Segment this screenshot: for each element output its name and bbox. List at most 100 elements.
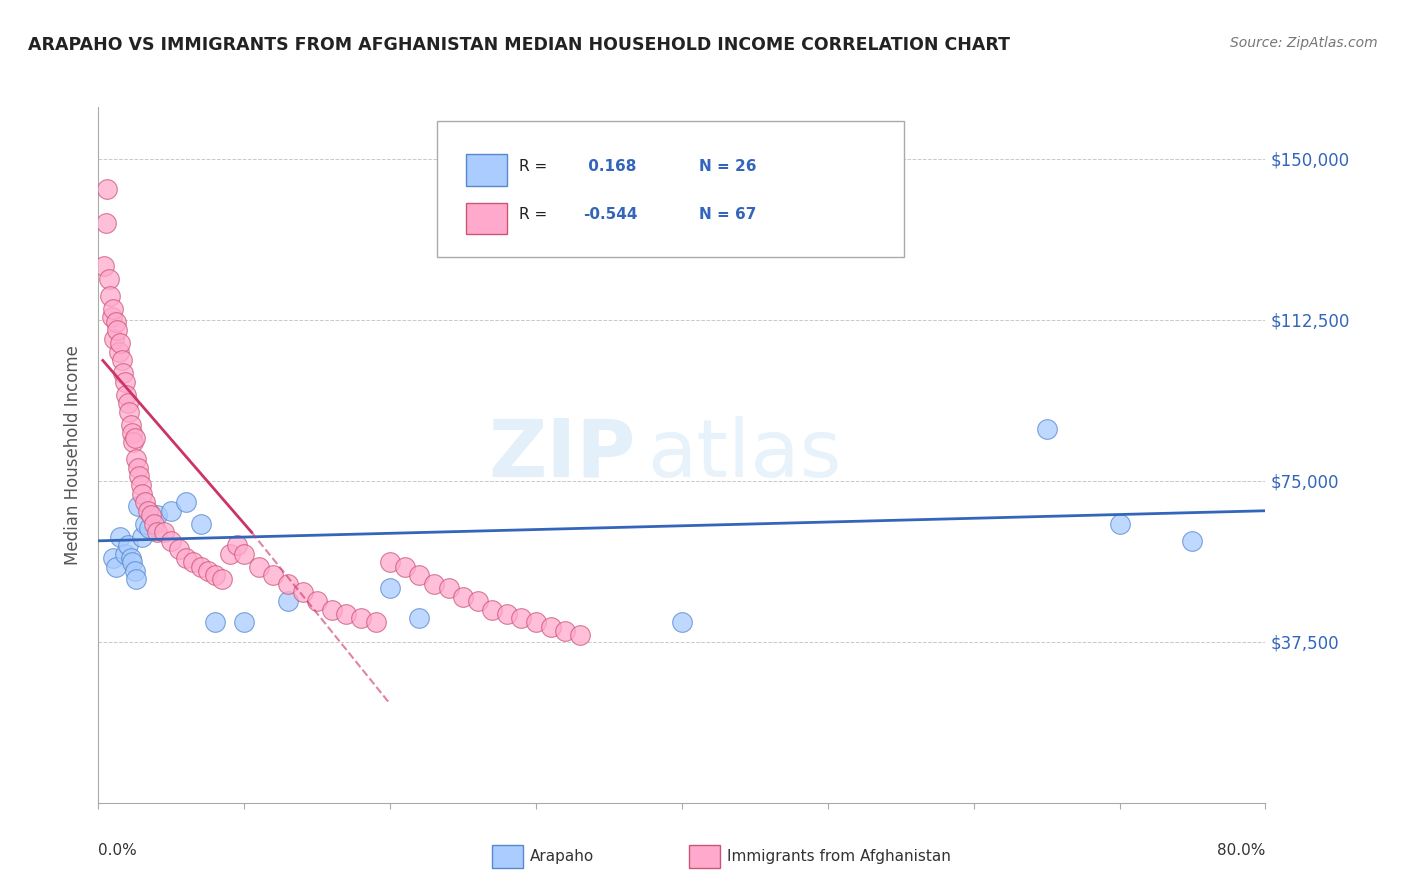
Text: Arapaho: Arapaho	[530, 849, 595, 863]
Bar	[465, 154, 506, 186]
Point	[197, 564, 219, 578]
Text: R =: R =	[519, 207, 551, 222]
Point	[1108, 516, 1130, 531]
Point	[125, 452, 148, 467]
Point	[127, 460, 149, 475]
Point	[291, 585, 314, 599]
Text: atlas: atlas	[647, 416, 841, 494]
Point	[103, 332, 125, 346]
Point	[134, 516, 156, 531]
Point	[112, 367, 135, 381]
Point	[226, 538, 249, 552]
Point	[190, 559, 212, 574]
Point	[121, 426, 143, 441]
Text: -0.544: -0.544	[582, 207, 637, 222]
Point	[118, 405, 141, 419]
Point	[117, 396, 139, 410]
Point	[153, 525, 176, 540]
Point	[120, 417, 142, 432]
Point	[277, 576, 299, 591]
Point	[129, 478, 152, 492]
Point	[364, 615, 387, 630]
Point	[122, 435, 145, 450]
Text: N = 67: N = 67	[699, 207, 756, 222]
Point	[540, 620, 562, 634]
Point	[117, 538, 139, 552]
Text: ARAPAHO VS IMMIGRANTS FROM AFGHANISTAN MEDIAN HOUSEHOLD INCOME CORRELATION CHART: ARAPAHO VS IMMIGRANTS FROM AFGHANISTAN M…	[28, 36, 1010, 54]
Point	[111, 353, 134, 368]
Point	[146, 525, 169, 540]
Point	[100, 310, 122, 325]
Point	[110, 336, 132, 351]
Text: R =: R =	[519, 159, 551, 174]
Text: Source: ZipAtlas.com: Source: ZipAtlas.com	[1230, 36, 1378, 50]
Point	[307, 594, 329, 608]
Point	[97, 272, 120, 286]
Bar	[465, 203, 506, 235]
Point	[481, 602, 503, 616]
Point	[124, 431, 146, 445]
Point	[394, 559, 416, 574]
Point	[96, 181, 118, 195]
Point	[136, 504, 159, 518]
Point	[211, 573, 233, 587]
Point	[467, 594, 489, 608]
Point	[233, 547, 256, 561]
Point	[247, 559, 270, 574]
Point	[121, 555, 143, 569]
Point	[495, 607, 517, 621]
Point	[131, 486, 153, 500]
Point	[1181, 533, 1204, 548]
Point	[437, 581, 460, 595]
Point	[115, 388, 138, 402]
Point	[174, 551, 197, 566]
Point	[423, 576, 446, 591]
Point	[142, 516, 165, 531]
Point	[98, 289, 121, 303]
Point	[125, 573, 148, 587]
Point	[568, 628, 591, 642]
Point	[146, 508, 169, 522]
Point	[1035, 422, 1057, 436]
Point	[114, 375, 136, 389]
Point	[108, 344, 131, 359]
Text: 0.0%: 0.0%	[98, 843, 138, 858]
Point	[181, 555, 204, 569]
Text: 80.0%: 80.0%	[1218, 843, 1265, 858]
Point	[204, 615, 226, 630]
Point	[160, 533, 183, 548]
Point	[114, 547, 136, 561]
Point	[277, 594, 299, 608]
Point	[104, 315, 127, 329]
Point	[160, 504, 183, 518]
Text: Immigrants from Afghanistan: Immigrants from Afghanistan	[727, 849, 950, 863]
Point	[262, 568, 284, 582]
Text: 0.168: 0.168	[582, 159, 636, 174]
Point	[120, 551, 142, 566]
Point	[335, 607, 357, 621]
Point	[190, 516, 212, 531]
FancyBboxPatch shape	[437, 121, 904, 257]
Point	[233, 615, 256, 630]
Text: N = 26: N = 26	[699, 159, 756, 174]
Point	[408, 568, 430, 582]
Point	[134, 495, 156, 509]
Y-axis label: Median Household Income: Median Household Income	[65, 345, 83, 565]
Point	[378, 581, 402, 595]
Point	[110, 529, 132, 543]
Point	[104, 559, 127, 574]
Point	[127, 500, 149, 514]
Point	[554, 624, 576, 638]
Point	[218, 547, 240, 561]
Point	[350, 611, 373, 625]
Point	[131, 529, 153, 543]
Point	[510, 611, 533, 625]
Point	[378, 555, 402, 569]
Point	[139, 508, 162, 522]
Point	[105, 323, 128, 337]
Text: ZIP: ZIP	[488, 416, 636, 494]
Point	[174, 495, 197, 509]
Point	[138, 521, 160, 535]
Point	[167, 542, 190, 557]
Point	[524, 615, 547, 630]
